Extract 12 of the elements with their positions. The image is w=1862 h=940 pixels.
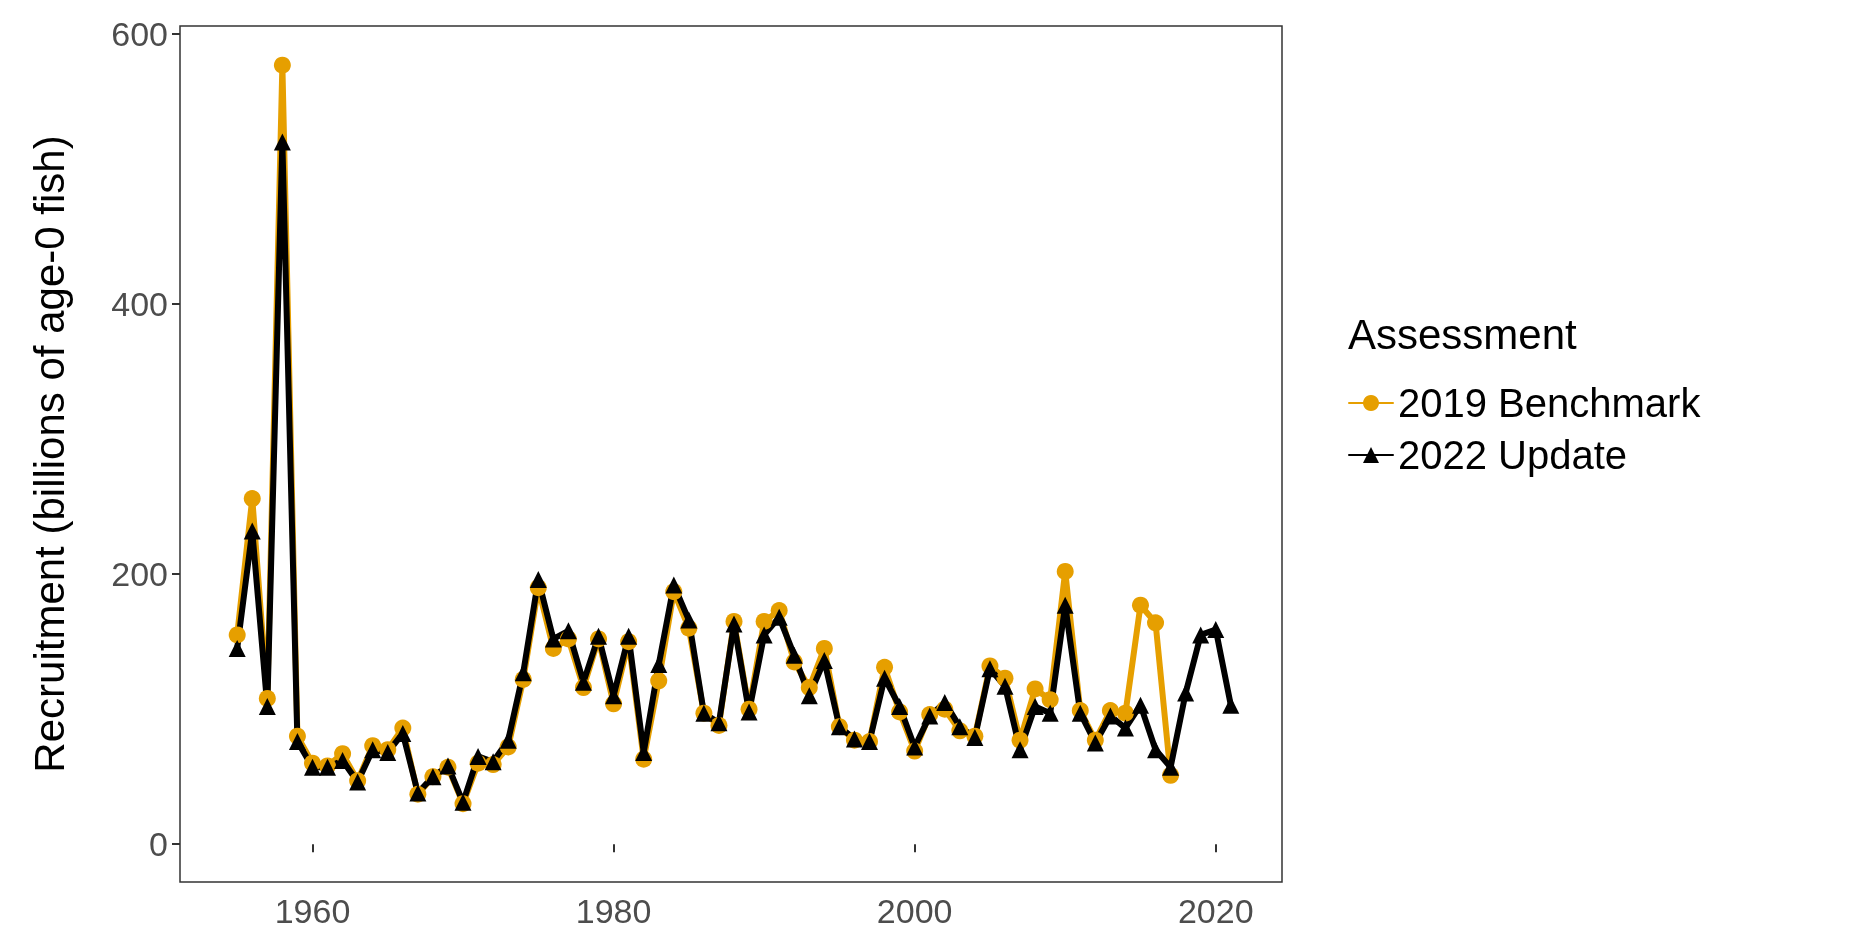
legend-label: 2019 Benchmark (1398, 381, 1702, 425)
y-tick-label: 0 (149, 825, 168, 864)
y-tick-label: 600 (111, 15, 168, 54)
x-tick-label: 2000 (876, 892, 953, 930)
x-tick-label: 1980 (575, 892, 652, 930)
x-tick-label: 2020 (1177, 892, 1254, 930)
legend-title: Assessment (1348, 310, 1578, 358)
y-axis-title: Recruitment (billions of age-0 fish) (25, 135, 73, 773)
legend-label: 2022 Update (1398, 433, 1628, 477)
y-tick-label: 400 (111, 285, 168, 324)
y-tick-label: 200 (111, 555, 168, 594)
x-tick-label: 1960 (274, 892, 351, 930)
